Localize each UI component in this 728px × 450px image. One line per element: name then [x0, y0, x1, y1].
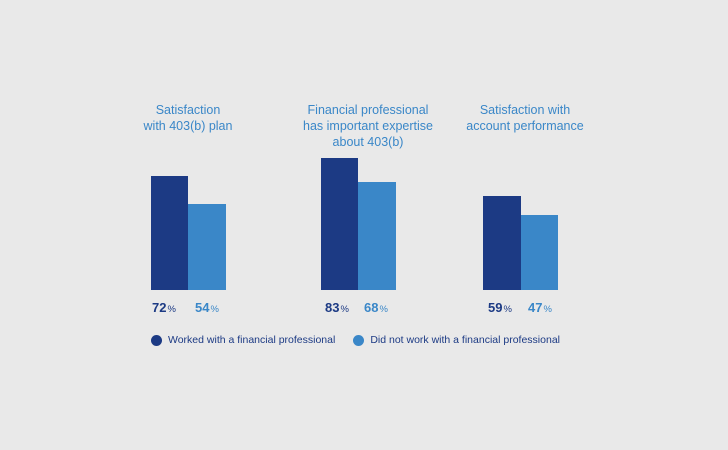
group-title-account-performance: Satisfaction with account performance — [466, 103, 584, 133]
bar-worked-account-performance — [483, 196, 521, 290]
legend-label-worked: Worked with a financial professional — [168, 334, 336, 346]
value-label-worked-satisfaction-403b: 72% — [152, 300, 176, 318]
bar-did-not-expertise — [358, 182, 396, 290]
bar-did-not-satisfaction-403b — [188, 204, 226, 290]
percent-symbol: % — [167, 304, 176, 315]
value-number: 54 — [195, 300, 210, 315]
percent-symbol: % — [379, 304, 388, 315]
value-label-worked-expertise: 83% — [325, 300, 349, 318]
group-title-satisfaction-403b: Satisfaction with 403(b) plan — [143, 103, 233, 133]
value-label-did-not-satisfaction-403b: 54% — [195, 300, 219, 318]
group-title-expertise: Financial professional has important exp… — [303, 103, 433, 149]
legend-label-did-not: Did not work with a financial profession… — [370, 334, 560, 346]
value-number: 47 — [528, 300, 543, 315]
bar-worked-satisfaction-403b — [151, 176, 188, 290]
value-number: 68 — [364, 300, 379, 315]
value-number: 72 — [152, 300, 167, 315]
legend-item-worked: Worked with a financial professional — [151, 334, 335, 346]
value-number: 83 — [325, 300, 340, 315]
percent-symbol: % — [340, 304, 349, 315]
legend-dot-did-not-icon — [353, 334, 365, 346]
value-number: 59 — [488, 300, 503, 315]
bar-worked-expertise — [321, 158, 358, 290]
legend-item-did-not: Did not work with a financial profession… — [353, 334, 560, 346]
percent-symbol: % — [543, 304, 552, 315]
bar-did-not-account-performance — [521, 215, 558, 290]
legend: Worked with a financial professional Did… — [151, 334, 578, 346]
value-label-did-not-expertise: 68% — [364, 300, 388, 318]
value-label-did-not-account-performance: 47% — [528, 300, 552, 318]
legend-dot-worked-icon — [151, 334, 162, 346]
percent-symbol: % — [503, 304, 512, 315]
value-label-worked-account-performance: 59% — [488, 300, 512, 318]
percent-symbol: % — [210, 304, 219, 315]
